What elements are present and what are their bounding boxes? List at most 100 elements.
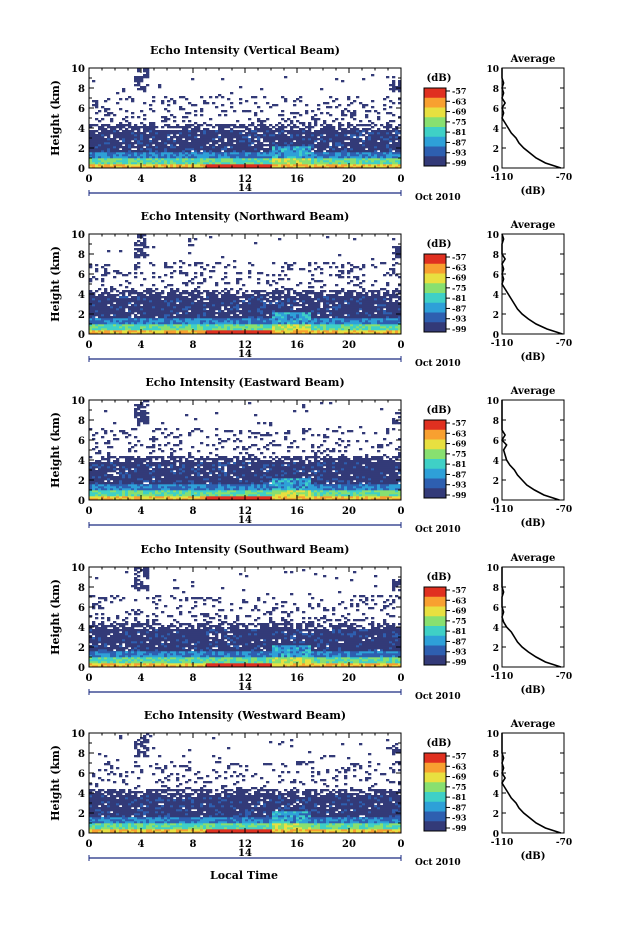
heatmap-cell <box>311 126 315 129</box>
heatmap-cell <box>206 332 210 335</box>
heatmap-cell <box>320 328 324 331</box>
heatmap-cell <box>392 102 396 105</box>
heatmap-cell <box>143 134 147 137</box>
heatmap-cell <box>260 316 264 319</box>
heatmap-cell <box>308 138 312 141</box>
heatmap-cell <box>236 130 240 133</box>
heatmap-cell <box>170 312 174 315</box>
heatmap-cell <box>95 104 99 107</box>
heatmap-cell <box>257 120 261 123</box>
heatmap-cell <box>209 328 213 331</box>
heatmap-cell <box>92 162 96 165</box>
heatmap-cell <box>350 328 354 331</box>
heatmap-cell <box>143 164 147 167</box>
heatmap-cell <box>383 304 387 307</box>
heatmap-cell <box>185 142 189 145</box>
heatmap-cell <box>230 316 234 319</box>
heatmap-cell <box>251 154 255 157</box>
heatmap-cell <box>263 298 267 301</box>
heatmap-cell <box>161 308 165 311</box>
heatmap-cell <box>176 296 180 299</box>
heatmap-cell <box>233 156 237 159</box>
heatmap-cell <box>212 292 216 295</box>
heatmap-cell <box>308 160 312 163</box>
heatmap-cell <box>194 104 198 107</box>
heatmap-cell <box>125 280 129 283</box>
heatmap-cell <box>278 158 282 161</box>
heatmap-cell <box>395 88 399 91</box>
heatmap-cell <box>194 264 198 267</box>
heatmap-cell <box>338 316 342 319</box>
heatmap-cell <box>314 152 318 155</box>
heatmap-cell <box>305 136 309 139</box>
heatmap-cell <box>266 320 270 323</box>
heatmap-cell <box>125 322 129 325</box>
heatmap-cell <box>95 112 99 115</box>
heatmap-cell <box>239 126 243 129</box>
heatmap-cell <box>296 144 300 147</box>
heatmap-cell <box>110 148 114 151</box>
heatmap-cell <box>146 72 150 75</box>
heatmap-cell <box>296 316 300 319</box>
heatmap-cell <box>137 160 141 163</box>
heatmap-cell <box>134 152 138 155</box>
heatmap-cell <box>140 298 144 301</box>
heatmap-cell <box>266 130 270 133</box>
heatmap-cell <box>101 154 105 157</box>
heatmap-cell <box>260 330 264 333</box>
heatmap-cell <box>377 136 381 139</box>
heatmap-cell <box>356 328 360 331</box>
heatmap-cell <box>152 318 156 321</box>
heatmap-cell <box>185 282 189 285</box>
heatmap-cell <box>341 138 345 141</box>
heatmap-cell <box>146 304 150 307</box>
heatmap-cell <box>365 140 369 143</box>
heatmap-cell <box>173 148 177 151</box>
heatmap-cell <box>116 132 120 135</box>
heatmap-cell <box>392 314 396 317</box>
heatmap-cell <box>332 298 336 301</box>
heatmap-cell <box>236 306 240 309</box>
heatmap-cell <box>326 126 330 129</box>
heatmap-cell <box>275 164 279 167</box>
heatmap-cell <box>398 162 402 165</box>
heatmap-cell <box>230 162 234 165</box>
heatmap-cell <box>104 322 108 325</box>
heatmap-cell <box>335 312 339 315</box>
heatmap-cell <box>116 164 120 167</box>
heatmap-cell <box>170 326 174 329</box>
heatmap-cell <box>254 326 258 329</box>
heatmap-cell <box>101 152 105 155</box>
heatmap-cell <box>395 316 399 319</box>
heatmap-cell <box>389 100 393 103</box>
heatmap-cell <box>101 148 105 151</box>
heatmap-cell <box>269 164 273 167</box>
heatmap-cell <box>227 296 231 299</box>
heatmap-cell <box>299 134 303 137</box>
heatmap-cell <box>89 278 93 281</box>
heatmap-cell <box>392 76 396 79</box>
heatmap-cell <box>197 142 201 145</box>
heatmap-cell <box>203 298 207 301</box>
heatmap-cell <box>92 300 96 303</box>
heatmap-cell <box>251 328 255 331</box>
heatmap-cell <box>368 308 372 311</box>
heatmap-cell <box>311 286 315 289</box>
heatmap-cell <box>398 246 402 249</box>
heatmap-cell <box>293 146 297 149</box>
heatmap-cell <box>218 262 222 265</box>
heatmap-cell <box>128 310 132 313</box>
heatmap-cell <box>137 330 141 333</box>
heatmap-cell <box>374 124 378 127</box>
heatmap-cell <box>170 332 174 335</box>
heatmap-cell <box>293 162 297 165</box>
heatmap-cell <box>107 126 111 129</box>
heatmap-cell <box>311 110 315 113</box>
heatmap-cell <box>314 280 318 283</box>
heatmap-cell <box>398 320 402 323</box>
heatmap-cell <box>392 318 396 321</box>
heatmap-cell <box>392 154 396 157</box>
heatmap-cell <box>326 158 330 161</box>
heatmap-cell <box>365 142 369 145</box>
heatmap-cell <box>182 156 186 159</box>
